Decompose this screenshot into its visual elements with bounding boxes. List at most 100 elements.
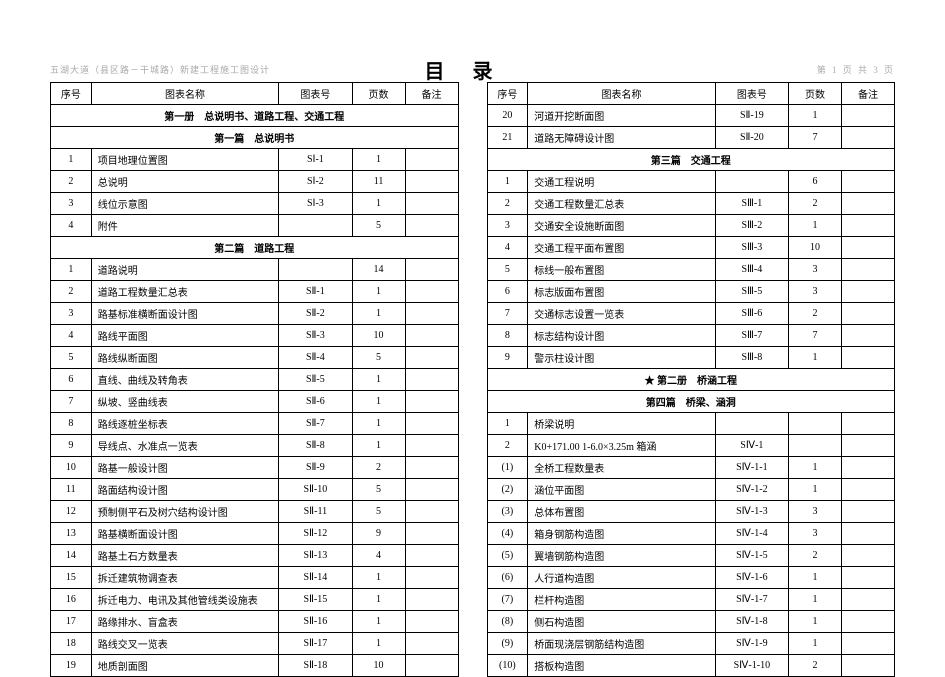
page-title: 目录	[0, 55, 945, 84]
cell-name: 翼墙钢筋构造图	[528, 545, 715, 567]
cell-page: 1	[352, 281, 405, 303]
cell-seq: 2	[487, 193, 528, 215]
cell-code: SⅣ-1-6	[715, 567, 788, 589]
cell-seq: 2	[51, 171, 92, 193]
cell-name: 标志结构设计图	[528, 325, 715, 347]
cell-code	[715, 171, 788, 193]
cell-note	[842, 611, 895, 633]
cell-page: 1	[789, 457, 842, 479]
table-row: 5路线纵断面图SⅡ-45	[51, 347, 459, 369]
cell-code: SⅡ-7	[279, 413, 352, 435]
cell-code: SⅣ-1-5	[715, 545, 788, 567]
cell-page: 6	[789, 171, 842, 193]
cell-code: SⅠ-2	[279, 171, 352, 193]
cell-seq: 17	[51, 611, 92, 633]
cell-seq: 6	[51, 369, 92, 391]
cell-page: 2	[789, 545, 842, 567]
cell-code: SⅡ-6	[279, 391, 352, 413]
cell-note	[405, 391, 458, 413]
cell-seq: 4	[51, 325, 92, 347]
cell-name: 桥面现浇层钢筋结构造图	[528, 633, 715, 655]
cell-seq: (10)	[487, 655, 528, 677]
table-row: 17路缘排水、盲盒表SⅡ-161	[51, 611, 459, 633]
cell-code: SⅣ-1-3	[715, 501, 788, 523]
cell-page: 1	[789, 611, 842, 633]
cell-code: SⅡ-8	[279, 435, 352, 457]
cell-page: 5	[352, 347, 405, 369]
cell-note	[405, 479, 458, 501]
cell-seq: 5	[487, 259, 528, 281]
cell-code: SⅡ-1	[279, 281, 352, 303]
col-page: 页数	[789, 83, 842, 105]
cell-note	[842, 523, 895, 545]
table-row: 12预制侧平石及树穴结构设计图SⅡ-115	[51, 501, 459, 523]
cell-seq: (2)	[487, 479, 528, 501]
cell-name: 路缘排水、盲盒表	[91, 611, 278, 633]
cell-name: 交通标志设置一览表	[528, 303, 715, 325]
cell-note	[405, 413, 458, 435]
cell-page: 1	[789, 633, 842, 655]
cell-note	[842, 457, 895, 479]
cell-page: 2	[789, 193, 842, 215]
table-row: 3交通安全设施断面图SⅢ-21	[487, 215, 895, 237]
col-note: 备注	[842, 83, 895, 105]
cell-code: SⅡ-11	[279, 501, 352, 523]
table-row: 18路线交叉一览表SⅡ-171	[51, 633, 459, 655]
table-row: 9导线点、水准点一览表SⅡ-81	[51, 435, 459, 457]
cell-name: 人行道构造图	[528, 567, 715, 589]
cell-seq: 7	[487, 303, 528, 325]
cell-page: 10	[789, 237, 842, 259]
cell-page: 1	[789, 567, 842, 589]
col-code: 图表号	[715, 83, 788, 105]
section-heading: 第一册 总说明书、道路工程、交通工程	[51, 105, 459, 127]
cell-note	[842, 303, 895, 325]
cell-seq: 3	[487, 215, 528, 237]
table-row: 2道路工程数量汇总表SⅡ-11	[51, 281, 459, 303]
cell-seq: (5)	[487, 545, 528, 567]
cell-note	[405, 281, 458, 303]
table-row: 6标志版面布置图SⅢ-53	[487, 281, 895, 303]
cell-code: SⅠ-3	[279, 193, 352, 215]
left-column: 序号 图表名称 图表号 页数 备注 第一册 总说明书、道路工程、交通工程第一篇 …	[50, 82, 459, 677]
cell-seq: 7	[51, 391, 92, 413]
table-row: 5标线一般布置图SⅢ-43	[487, 259, 895, 281]
cell-page: 10	[352, 655, 405, 677]
table-row: 1道路说明14	[51, 259, 459, 281]
table-row: 1桥梁说明	[487, 413, 895, 435]
table-row: 7交通标志设置一览表SⅢ-62	[487, 303, 895, 325]
table-row: 2总说明SⅠ-211	[51, 171, 459, 193]
cell-note	[842, 237, 895, 259]
cell-seq: 10	[51, 457, 92, 479]
cell-seq: 1	[51, 149, 92, 171]
cell-code: SⅡ-19	[715, 105, 788, 127]
cell-code: SⅡ-2	[279, 303, 352, 325]
col-name: 图表名称	[528, 83, 715, 105]
cell-note	[842, 325, 895, 347]
section-heading: 第二篇 道路工程	[51, 237, 459, 259]
cell-seq: 15	[51, 567, 92, 589]
cell-note	[405, 347, 458, 369]
cell-note	[405, 545, 458, 567]
cell-page	[789, 435, 842, 457]
cell-page: 3	[789, 281, 842, 303]
cell-name: 河道开挖断面图	[528, 105, 715, 127]
cell-seq: 13	[51, 523, 92, 545]
cell-code: SⅣ-1-9	[715, 633, 788, 655]
cell-code	[279, 259, 352, 281]
cell-page: 3	[789, 501, 842, 523]
cell-name: 栏杆构造图	[528, 589, 715, 611]
table-row: 14路基土石方数量表SⅡ-134	[51, 545, 459, 567]
table-row: (3)总体布置图SⅣ-1-33	[487, 501, 895, 523]
cell-name: 路线逐桩坐标表	[91, 413, 278, 435]
cell-name: 总说明	[91, 171, 278, 193]
table-row: 第一篇 总说明书	[51, 127, 459, 149]
header-right: 第 1 页 共 3 页	[817, 63, 895, 76]
cell-seq: 20	[487, 105, 528, 127]
table-header-row: 序号 图表名称 图表号 页数 备注	[51, 83, 459, 105]
table-row: 21道路无障碍设计图SⅡ-207	[487, 127, 895, 149]
table-row: 16拆迁电力、电讯及其他管线类设施表SⅡ-151	[51, 589, 459, 611]
cell-name: 道路说明	[91, 259, 278, 281]
cell-seq: 9	[51, 435, 92, 457]
cell-page: 1	[789, 215, 842, 237]
page-body: 序号 图表名称 图表号 页数 备注 第一册 总说明书、道路工程、交通工程第一篇 …	[50, 82, 895, 677]
